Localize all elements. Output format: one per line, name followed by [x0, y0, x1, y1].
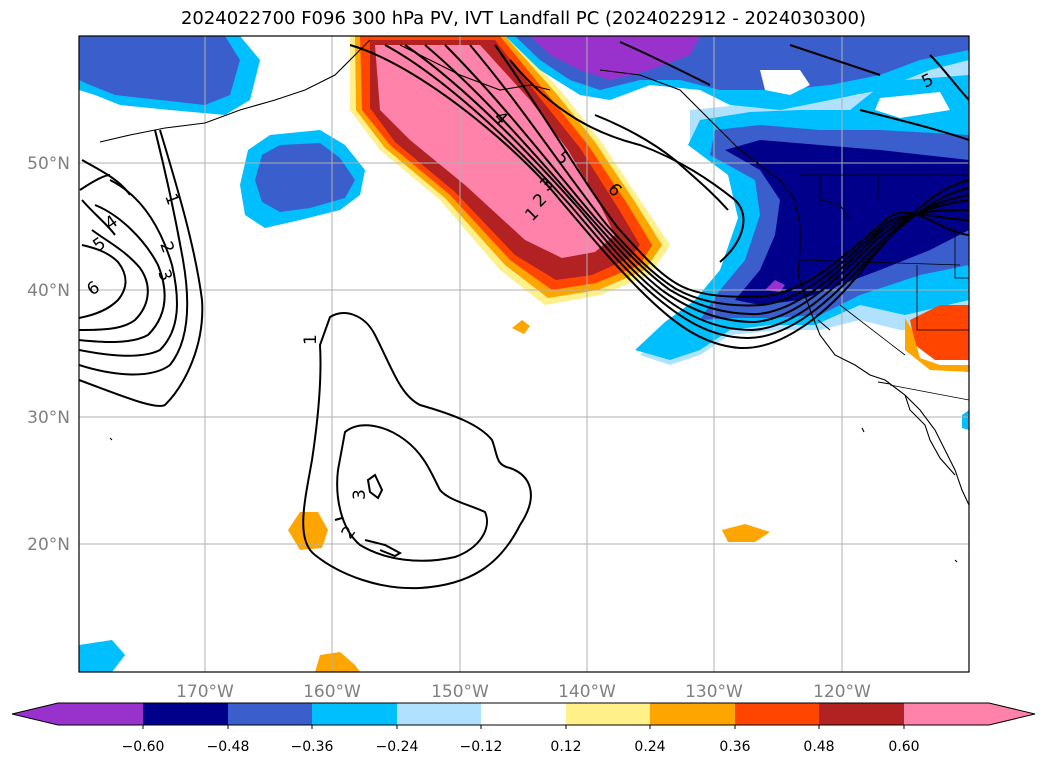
negative-band-purple-na — [765, 280, 785, 292]
colorbar-bin — [566, 703, 650, 725]
shaded-field: 1 2 3 4 5 6 1 2 3 4 5 6 1 2 3 5 — [79, 36, 969, 672]
lon-label: 140°W — [558, 682, 616, 702]
colorbar: −0.60 −0.48 −0.36 −0.24 −0.12 0.12 0.24 … — [11, 702, 1036, 755]
negative-patch-sw — [79, 640, 125, 672]
lat-label: 40°N — [27, 281, 70, 301]
positive-patch-bottom — [315, 652, 360, 672]
positive-patch-small — [512, 320, 530, 334]
colorbar-tick-label: 0.24 — [634, 739, 665, 755]
lon-label: 150°W — [431, 682, 489, 702]
negative-band-blue-blob — [255, 143, 355, 212]
white-pocket-north-east — [875, 92, 950, 118]
positive-patch-center — [722, 524, 770, 542]
positive-patch-hawaii — [288, 512, 328, 550]
lat-label: 20°N — [27, 535, 70, 555]
lon-label: 170°W — [176, 682, 234, 702]
colorbar-bin — [904, 703, 989, 725]
positive-patch-east — [910, 305, 969, 360]
colorbar-tick-label: −0.36 — [291, 739, 334, 755]
colorbar-tick-label: −0.24 — [376, 739, 419, 755]
map-title: 2024022700 F096 300 hPa PV, IVT Landfall… — [180, 8, 867, 29]
positive-band-pink — [375, 45, 615, 258]
colorbar-tick-label: 0.60 — [888, 739, 919, 755]
colorbar-tick-label: 0.12 — [550, 739, 581, 755]
colorbar-bin — [58, 703, 143, 725]
colorbar-bin — [481, 703, 566, 725]
white-pocket-north — [760, 70, 810, 95]
lat-label: 30°N — [27, 408, 70, 428]
lon-label: 160°W — [303, 682, 361, 702]
colorbar-extend-high — [989, 703, 1035, 725]
colorbar-bin — [735, 703, 819, 725]
colorbar-bin — [228, 703, 312, 725]
positive-patch-east-orange — [905, 318, 969, 372]
colorbar-outline — [11, 702, 1036, 726]
map-frame — [78, 35, 970, 673]
lon-label: 130°W — [685, 682, 743, 702]
colorbar-bin — [650, 703, 735, 725]
colorbar-tick-label: −0.48 — [207, 739, 250, 755]
lat-label: 50°N — [27, 154, 70, 174]
contour-lines — [79, 41, 969, 590]
lon-label: 120°W — [813, 682, 871, 702]
colorbar-extend-low — [12, 703, 58, 725]
colorbar-tick-label: 0.36 — [719, 739, 750, 755]
negative-band-navy-na — [725, 140, 969, 305]
negative-band-purple-north — [530, 36, 700, 80]
colorbar-tick-label: −0.60 — [122, 739, 165, 755]
colorbar-tick-label: 0.48 — [803, 739, 834, 755]
contour-label: 1 — [301, 334, 321, 345]
contour-label: 3 — [350, 489, 370, 500]
colorbar-bin — [143, 703, 228, 725]
colorbar-bin — [397, 703, 481, 725]
colorbar-tick-label: −0.12 — [460, 739, 503, 755]
colorbar-bin — [312, 703, 397, 725]
political-borders — [799, 174, 969, 401]
negative-patch-east-small — [962, 410, 969, 430]
negative-band-blue-nw — [79, 36, 240, 105]
colorbar-bin — [819, 703, 904, 725]
